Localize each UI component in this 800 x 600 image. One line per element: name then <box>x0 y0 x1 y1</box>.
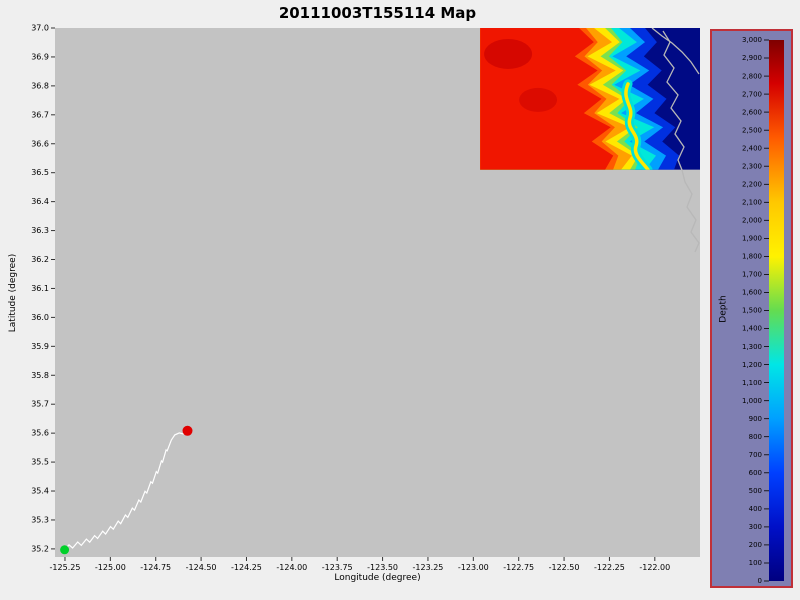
y-tick-label: 37.0 <box>31 24 49 33</box>
map-canvas <box>60 28 700 555</box>
x-tick-label: -122.50 <box>549 563 580 572</box>
plot-area <box>55 28 700 557</box>
colorbar-tick-label: 800 <box>749 433 762 441</box>
y-tick-label: 36.4 <box>31 197 49 206</box>
colorbar-tick-label: 2,100 <box>742 199 762 207</box>
y-tick-label: 35.8 <box>31 371 49 380</box>
colorbar-tick-label: 300 <box>749 523 762 531</box>
x-tick-label: -123.75 <box>322 563 353 572</box>
x-tick-label: -124.25 <box>231 563 262 572</box>
colorbar-tick-label: 900 <box>749 415 762 423</box>
x-tick-label: -122.75 <box>503 563 534 572</box>
colorbar-tick-label: 500 <box>749 487 762 495</box>
track-start-marker <box>60 545 70 555</box>
colorbar-tick-label: 2,700 <box>742 90 762 98</box>
colorbar-tick-label: 1,400 <box>742 325 762 333</box>
coastline <box>662 30 700 253</box>
y-tick-label: 36.2 <box>31 255 49 264</box>
bathy-deep-patch <box>519 87 558 112</box>
y-tick-label: 36.9 <box>31 52 49 61</box>
x-tick-label: -125.00 <box>95 563 126 572</box>
y-tick-label: 35.5 <box>31 458 49 467</box>
figure-title: 20111003T155114 Map <box>278 4 477 22</box>
colorbar-tick-label: 0 <box>758 577 762 585</box>
colorbar-tick-label: 1,800 <box>742 253 762 261</box>
colorbar-tick-label: 1,100 <box>742 379 762 387</box>
colorbar-tick-label: 2,200 <box>742 181 762 189</box>
x-tick-label: -123.00 <box>458 563 489 572</box>
x-tick-label: -124.50 <box>186 563 217 572</box>
x-axis-label: Longitude (degree) <box>334 573 421 583</box>
y-tick-label: 36.7 <box>31 110 49 119</box>
y-tick-label: 36.5 <box>31 168 49 177</box>
y-tick-label: 35.3 <box>31 515 49 524</box>
colorbar-tick-label: 2,600 <box>742 108 762 116</box>
colorbar-tick-label: 2,300 <box>742 162 762 170</box>
bathy-channel <box>624 82 650 170</box>
y-tick-label: 35.2 <box>31 544 49 553</box>
colorbar-tick-label: 2,800 <box>742 72 762 80</box>
y-tick-label: 36.8 <box>31 81 49 90</box>
y-tick-label: 35.7 <box>31 400 49 409</box>
colorbar-tick-label: 200 <box>749 541 762 549</box>
y-tick-label: 35.4 <box>31 487 49 496</box>
colorbar-ticks: 3,000 2,900 2,800 2,700 2,600 2,500 2,400 2,300… <box>742 36 769 585</box>
colorbar-tick-label: 1,700 <box>742 271 762 279</box>
y-tick-label: 35.6 <box>31 429 49 438</box>
y-tick-label: 36.0 <box>31 313 49 322</box>
x-tick-label: -125.25 <box>50 563 81 572</box>
colorbar-tick-label: 1,200 <box>742 361 762 369</box>
colorbar-tick-label: 700 <box>749 451 762 459</box>
colorbar-tick-label: 2,400 <box>742 144 762 152</box>
track-end-marker <box>182 425 193 436</box>
colorbar-tick-label: 1,500 <box>742 307 762 315</box>
x-tick-label: -122.00 <box>639 563 670 572</box>
x-tick-label: -123.25 <box>413 563 444 572</box>
colorbar-tick-label: 600 <box>749 469 762 477</box>
colorbar-tick-label: 400 <box>749 505 762 513</box>
colorbar-tick-label: 100 <box>749 559 762 567</box>
colorbar-tick-label: 3,000 <box>742 36 762 44</box>
colorbar-tick-label: 1,900 <box>742 235 762 243</box>
x-tick-label: -123.50 <box>367 563 398 572</box>
colorbar-tick-label: 2,000 <box>742 217 762 225</box>
y-axis-label-text: Latitude (degree) <box>8 253 18 332</box>
colorbar-panel: Depth 3,000 2,900 2,800 2,700 2,600 2,500 2,40… <box>710 29 793 588</box>
y-tick-label: 36.3 <box>31 226 49 235</box>
x-tick-label: -124.75 <box>140 563 171 572</box>
bathy-deep-patch <box>484 38 533 69</box>
y-axis-label: Latitude (degree) <box>0 28 26 557</box>
coastline <box>651 28 700 75</box>
colorbar-tick-label: 1,300 <box>742 343 762 351</box>
colorbar-tick-label: 2,500 <box>742 126 762 134</box>
colorbar-tick-label: 1,600 <box>742 289 762 297</box>
y-tick-label: 36.6 <box>31 139 49 148</box>
y-tick-label: 35.9 <box>31 342 49 351</box>
colorbar-tick-label: 1,000 <box>742 397 762 405</box>
colorbar-tick-label: 2,900 <box>742 54 762 62</box>
bathymetry-inset <box>480 28 700 170</box>
x-tick-label: -124.00 <box>276 563 307 572</box>
colorbar-gradient <box>769 40 784 581</box>
vehicle-track <box>64 430 188 551</box>
x-tick-label: -122.25 <box>594 563 625 572</box>
y-tick-label: 36.1 <box>31 284 49 293</box>
